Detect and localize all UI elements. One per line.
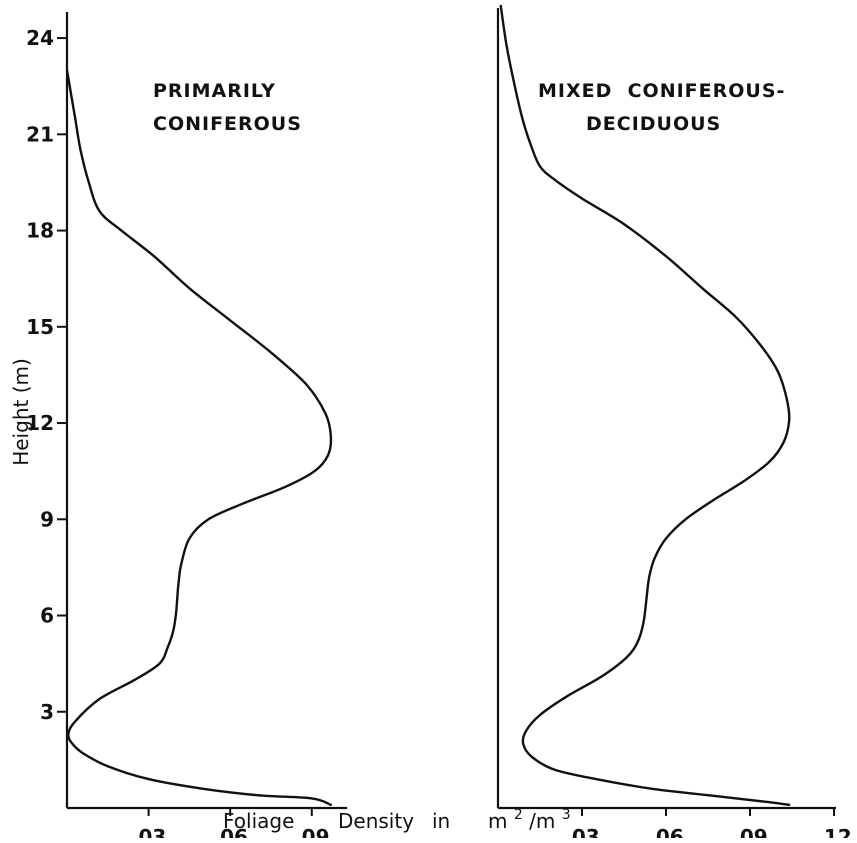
y-tick-label: 24: [26, 26, 54, 50]
right-panel-title-line-1: MIXED CONIFEROUS-: [538, 80, 785, 102]
y-tick-label: 9: [40, 507, 54, 531]
x-axis-title-word-foliage: Foliage: [223, 809, 294, 833]
left-panel-title-line-1: PRIMARILY: [153, 80, 276, 102]
x-axis-title: Foliage Density in m 2 /m 3: [223, 800, 571, 833]
right-x-tick-label: .09: [732, 825, 767, 838]
left-foliage-density-profile: [65, 69, 333, 806]
right-x-tick-label: .12: [816, 825, 851, 838]
x-axis-title-superscript-2: 2: [514, 807, 523, 823]
x-axis-title-word-in: in: [432, 809, 450, 833]
y-tick-label: 12: [26, 411, 54, 435]
right-foliage-density-profile: [499, 4, 791, 806]
left-panel-title-line-2: CONIFEROUS: [153, 113, 302, 135]
primarily-coniferous-panel: PRIMARILY CONIFEROUS .03.06.093691215182…: [26, 12, 348, 843]
x-axis-title-word-density: Density: [338, 809, 414, 833]
x-axis-title-unit-m: m: [488, 809, 507, 833]
y-tick-label: 15: [26, 315, 54, 339]
right-x-tick-label: .06: [648, 825, 683, 838]
y-tick-label: 18: [26, 219, 54, 243]
right-panel-title-line-2: DECIDUOUS: [586, 113, 721, 135]
y-tick-label: 3: [40, 700, 54, 724]
y-tick-label: 21: [26, 122, 54, 146]
x-axis-title-unit-per-m: /m: [529, 809, 555, 833]
y-axis-title: Height (m): [9, 358, 33, 466]
x-axis-title-superscript-3: 3: [562, 807, 571, 823]
left-x-tick-label: .03: [131, 825, 166, 838]
mixed-coniferous-deciduous-panel: MIXED CONIFEROUS- DECIDUOUS .03 .06 .09 .12: [496, 4, 852, 843]
right-x-tick-label: .03: [564, 825, 599, 838]
y-tick-label: 6: [40, 604, 54, 628]
